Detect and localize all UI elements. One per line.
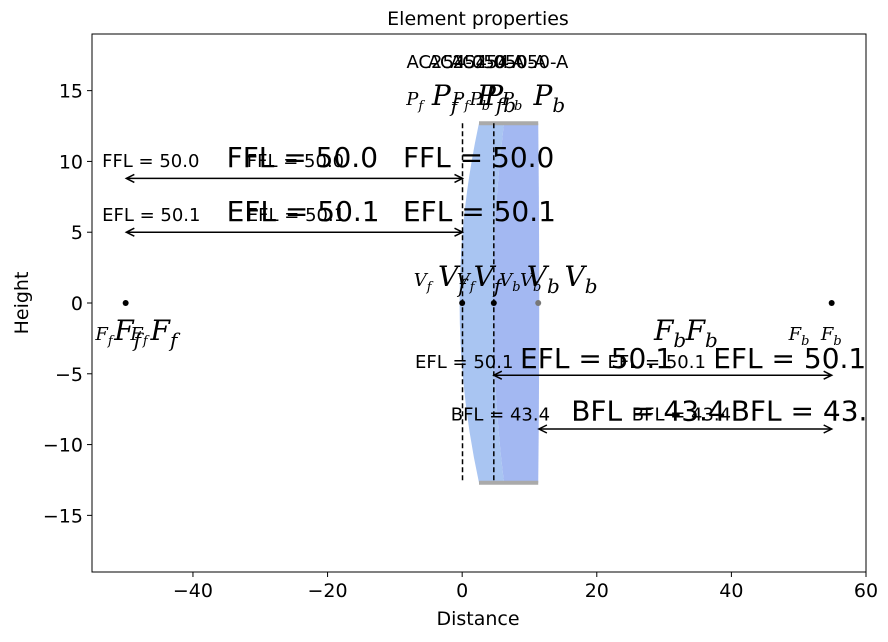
y-tick-label-0: −15	[43, 505, 83, 527]
annotation-label-10: EFL = 50.1	[608, 352, 706, 373]
symbol-label-14: Vb	[520, 270, 541, 295]
lens-back-element	[493, 123, 540, 483]
annotation-label-5: EFL = 50.1	[227, 195, 380, 228]
symbol-label-12: Vb	[499, 270, 520, 295]
element-name-label-1: AC254-050-A	[428, 52, 547, 73]
symbol-label-18: Ff	[129, 324, 150, 349]
y-axis-label: Height	[11, 272, 33, 335]
symbol-label-15: Vb	[564, 260, 597, 298]
symbol-label-20: Fb	[653, 314, 686, 352]
symbol-label-2: Pf	[451, 89, 471, 114]
annotation-label-2: FFL = 50.0	[247, 151, 344, 172]
x-axis-label: Distance	[436, 608, 519, 630]
y-tick-label-6: 15	[59, 81, 83, 103]
annotation-label-6: EFL = 50.1	[247, 205, 345, 226]
element-name-label-2: AC254-050-A	[450, 52, 569, 73]
annotation-label-15: BFL = 43.4	[731, 395, 886, 428]
annotation-label-3: FFL = 50.0	[403, 141, 554, 174]
x-tick-label-0: −40	[173, 580, 213, 602]
symbol-label-0: Pf	[405, 89, 425, 114]
x-tick-label-2: 0	[456, 580, 468, 602]
symbol-label-7: Pb	[533, 79, 566, 117]
point-vertex-back	[490, 300, 497, 306]
annotation-label-13: BFL = 43.4	[571, 395, 726, 428]
arrowhead-start-2	[492, 370, 503, 380]
annotation-label-12: BFL = 43.4	[451, 405, 550, 426]
symbol-label-13: Vb	[527, 260, 560, 298]
arrowhead-start-1	[124, 227, 135, 237]
symbol-label-21: Fb	[685, 314, 718, 352]
x-tick-label-4: 40	[719, 580, 743, 602]
annotation-label-9: EFL = 50.1	[520, 342, 673, 375]
symbol-label-5: Pb	[483, 79, 516, 117]
symbol-label-6: Pb	[501, 89, 522, 114]
y-tick-label-2: −5	[55, 364, 83, 386]
arrowhead-end-0	[454, 173, 465, 184]
element-name-label-0: AC254-050-A	[406, 52, 525, 73]
y-tick-label-3: 0	[71, 293, 83, 315]
arrowhead-end-2	[823, 370, 834, 380]
annotation-label-7: EFL = 50.1	[403, 195, 556, 228]
x-tick-label-5: 60	[854, 580, 878, 602]
symbol-label-16: Ff	[94, 324, 115, 349]
arrowhead-end-1	[454, 227, 465, 237]
y-tick-label-4: 5	[71, 222, 83, 244]
chart-title: Element properties	[387, 8, 569, 30]
point-focal-back	[828, 300, 835, 306]
symbol-label-22: Fb	[788, 324, 810, 349]
symbol-label-23: Fb	[820, 324, 842, 349]
point-vertex-back-2	[535, 300, 542, 306]
annotation-label-0: FFL = 50.0	[102, 151, 199, 172]
arrowhead-start-0	[124, 173, 135, 184]
annotation-label-4: EFL = 50.1	[102, 205, 200, 226]
y-tick-label-5: 10	[59, 151, 83, 173]
y-tick-label-1: −10	[43, 435, 83, 457]
annotation-label-1: FFL = 50.0	[227, 141, 378, 174]
arrowhead-start-3	[537, 424, 548, 434]
annotation-label-8: EFL = 50.1	[415, 352, 513, 373]
symbol-label-8: Vf	[414, 270, 434, 295]
arrowhead-end-3	[823, 424, 834, 434]
point-focal-front	[122, 300, 129, 306]
x-tick-label-3: 20	[585, 580, 609, 602]
point-vertex-front	[459, 300, 466, 306]
symbol-label-4: Pb	[469, 89, 490, 114]
symbol-label-10: Vf	[457, 270, 477, 295]
lens-front-element	[459, 123, 505, 483]
annotation-label-11: EFL = 50.1	[713, 342, 866, 375]
x-tick-label-1: −20	[308, 580, 348, 602]
annotation-label-14: BFL = 43.4	[632, 405, 731, 426]
